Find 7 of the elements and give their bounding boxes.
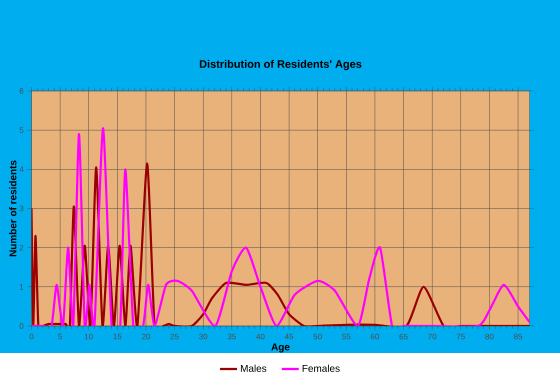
chart-title: Distribution of Residents' Ages <box>200 60 362 70</box>
y-axis-title: Number of residents <box>9 160 16 256</box>
legend-label: Females <box>302 364 340 372</box>
x-axis-title: Age <box>271 343 290 352</box>
legend-label: Males <box>240 364 266 372</box>
line-series <box>31 126 530 326</box>
line-series <box>31 162 530 326</box>
